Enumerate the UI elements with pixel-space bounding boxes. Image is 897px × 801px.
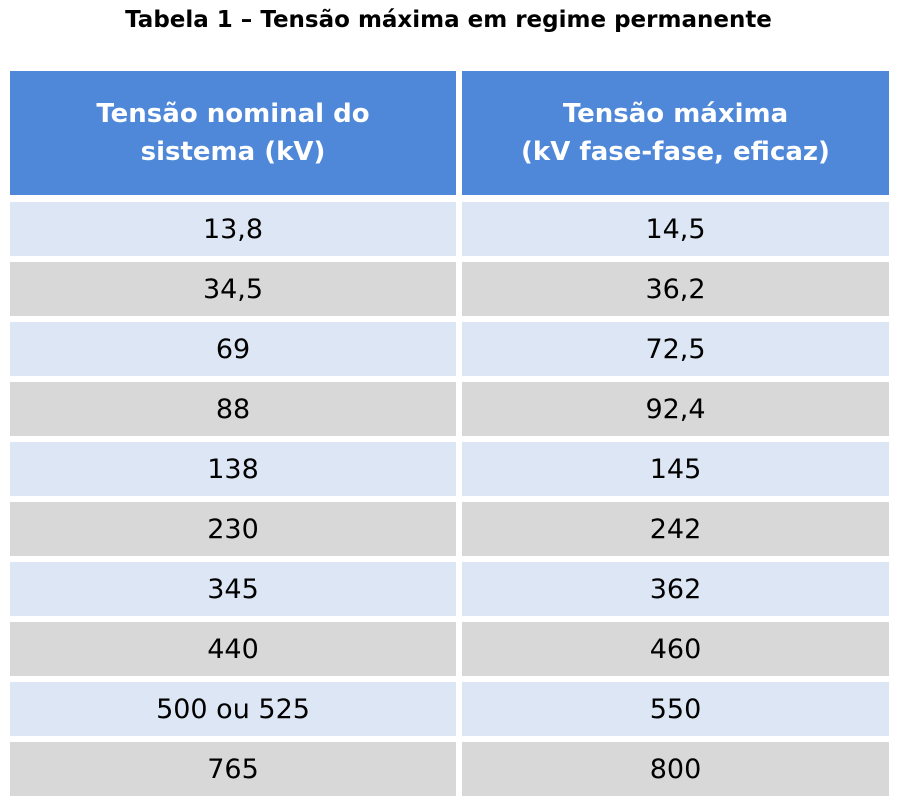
nominal-voltage-cell: 69	[10, 322, 456, 376]
max-voltage-cell: 242	[462, 502, 889, 556]
nominal-voltage-cell: 500 ou 525	[10, 682, 456, 736]
table-row: 69 72,5	[10, 322, 889, 376]
max-voltage-cell: 460	[462, 622, 889, 676]
nominal-voltage-cell: 34,5	[10, 262, 456, 316]
header-max-voltage-line1: Tensão máxima	[562, 99, 789, 129]
table-row: 138 145	[10, 442, 889, 496]
table-row: 765 800	[10, 742, 889, 796]
max-voltage-cell: 362	[462, 562, 889, 616]
table-row: 230 242	[10, 502, 889, 556]
max-voltage-cell: 92,4	[462, 382, 889, 436]
header-separator	[10, 195, 889, 202]
table-row: 34,5 36,2	[10, 262, 889, 316]
max-voltage-cell: 800	[462, 742, 889, 796]
nominal-voltage-cell: 230	[10, 502, 456, 556]
max-voltage-cell: 14,5	[462, 202, 889, 256]
nominal-voltage-cell: 345	[10, 562, 456, 616]
header-max-voltage-line2: (kV fase-fase, eficaz)	[521, 137, 830, 167]
table-title: Tabela 1 – Tensão máxima em regime perma…	[125, 7, 772, 33]
nominal-voltage-cell: 765	[10, 742, 456, 796]
nominal-voltage-cell: 13,8	[10, 202, 456, 256]
max-voltage-cell: 36,2	[462, 262, 889, 316]
table-row: 88 92,4	[10, 382, 889, 436]
max-voltage-cell: 550	[462, 682, 889, 736]
max-voltage-cell: 72,5	[462, 322, 889, 376]
header-nominal-voltage-line2: sistema (kV)	[140, 137, 326, 167]
nominal-voltage-cell: 138	[10, 442, 456, 496]
table-row: 345 362	[10, 562, 889, 616]
nominal-voltage-cell: 440	[10, 622, 456, 676]
table-row: 13,8 14,5	[10, 202, 889, 256]
table-row: 440 460	[10, 622, 889, 676]
voltage-table: Tensão nominal do sistema (kV) Tensão má…	[10, 71, 889, 796]
header-max-voltage: Tensão máxima (kV fase-fase, eficaz)	[462, 71, 889, 195]
header-nominal-voltage: Tensão nominal do sistema (kV)	[10, 71, 456, 195]
max-voltage-cell: 145	[462, 442, 889, 496]
nominal-voltage-cell: 88	[10, 382, 456, 436]
table-row: 500 ou 525 550	[10, 682, 889, 736]
table-header-row: Tensão nominal do sistema (kV) Tensão má…	[10, 71, 889, 195]
header-nominal-voltage-line1: Tensão nominal do	[96, 99, 370, 129]
